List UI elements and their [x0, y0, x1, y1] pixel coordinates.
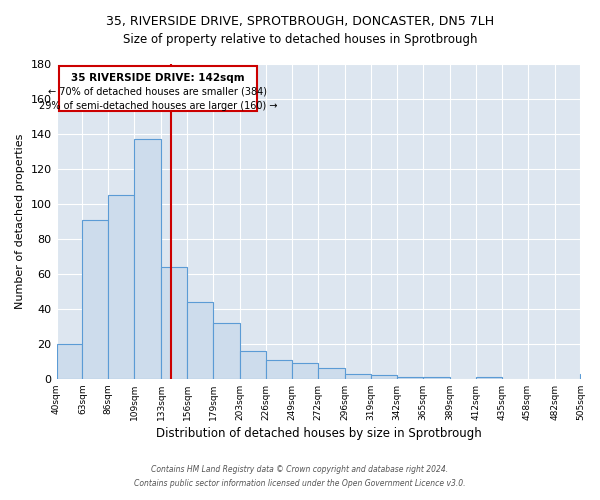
Bar — [423, 377, 450, 379]
Bar — [397, 377, 423, 379]
Y-axis label: Number of detached properties: Number of detached properties — [15, 134, 25, 309]
Bar — [82, 220, 109, 379]
Text: 35 RIVERSIDE DRIVE: 142sqm: 35 RIVERSIDE DRIVE: 142sqm — [71, 72, 245, 83]
Bar — [476, 377, 502, 379]
Text: 35, RIVERSIDE DRIVE, SPROTBROUGH, DONCASTER, DN5 7LH: 35, RIVERSIDE DRIVE, SPROTBROUGH, DONCAS… — [106, 15, 494, 28]
Bar — [318, 368, 345, 379]
Bar — [345, 374, 371, 379]
Bar — [213, 323, 240, 379]
Bar — [292, 363, 318, 379]
Bar — [371, 376, 397, 379]
Text: Contains HM Land Registry data © Crown copyright and database right 2024.
Contai: Contains HM Land Registry data © Crown c… — [134, 466, 466, 487]
X-axis label: Distribution of detached houses by size in Sprotbrough: Distribution of detached houses by size … — [155, 427, 481, 440]
Bar — [56, 344, 82, 379]
Text: Size of property relative to detached houses in Sprotbrough: Size of property relative to detached ho… — [123, 32, 477, 46]
Bar — [134, 139, 161, 379]
Text: 29% of semi-detached houses are larger (160) →: 29% of semi-detached houses are larger (… — [39, 100, 277, 110]
Bar — [187, 302, 213, 379]
Bar — [161, 267, 187, 379]
Bar — [240, 351, 266, 379]
Bar — [59, 66, 257, 111]
Bar — [109, 195, 134, 379]
Text: ← 70% of detached houses are smaller (384): ← 70% of detached houses are smaller (38… — [49, 86, 268, 97]
Bar — [266, 360, 292, 379]
Bar — [580, 374, 600, 379]
